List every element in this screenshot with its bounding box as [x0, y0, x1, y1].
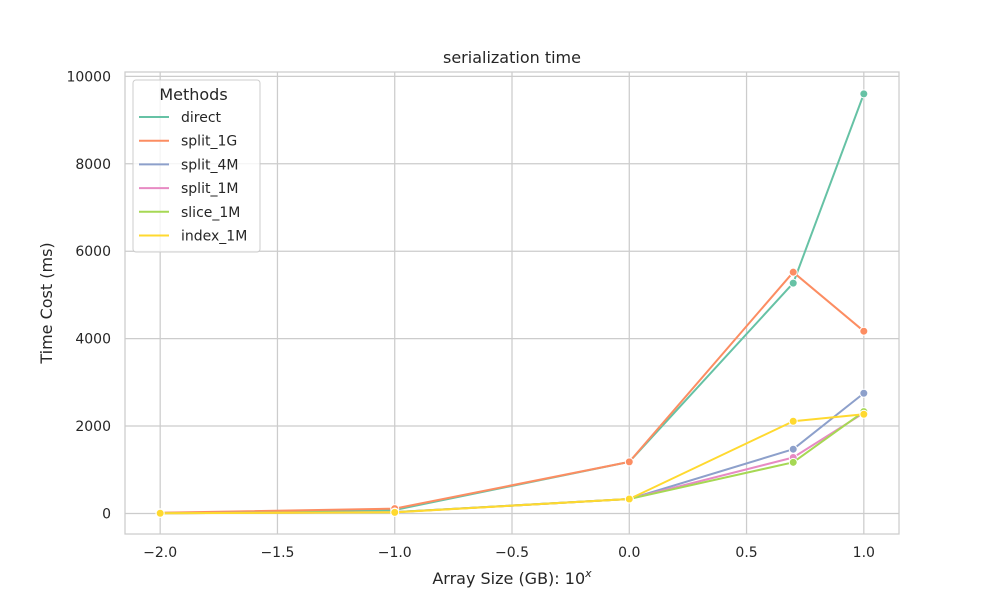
x-tick-label: −2.0 — [143, 545, 177, 561]
series-layer — [155, 89, 869, 518]
x-axis-label-main: Array Size (GB): 10 — [432, 569, 585, 588]
x-tick-label: −1.5 — [260, 545, 294, 561]
legend: Methods direct split_1G split_4M split_1Msli… — [132, 79, 261, 253]
x-axis-label: Array Size (GB): 10x — [432, 567, 592, 588]
legend-label: slice_1M — [181, 205, 240, 221]
series-index_1M — [155, 409, 869, 518]
data-point-index_1M — [859, 409, 869, 419]
x-tick-label: 0.0 — [618, 545, 640, 561]
legend-label: split_1M — [181, 181, 238, 197]
y-tick-label: 6000 — [75, 244, 111, 260]
legend-label: index_1M — [181, 229, 247, 245]
x-tick-label: 0.5 — [735, 545, 757, 561]
data-point-split_4M — [788, 444, 798, 454]
data-point-split_1G — [788, 267, 798, 277]
legend-label: split_1G — [181, 134, 237, 150]
legend-item-split_1G: split_1G — [139, 134, 237, 150]
legend-label: split_4M — [181, 157, 238, 173]
y-tick-label: 4000 — [75, 332, 111, 348]
y-tick-label: 0 — [102, 506, 111, 522]
y-tick-label: 10000 — [66, 69, 111, 85]
data-point-slice_1M — [788, 457, 798, 467]
chart-title: serialization time — [443, 48, 581, 67]
y-axis-label: Time Cost (ms) — [37, 242, 56, 364]
data-point-index_1M — [624, 494, 634, 504]
data-point-index_1M — [788, 416, 798, 426]
y-tick-label: 8000 — [75, 157, 111, 173]
x-axis-label-superscript: x — [584, 567, 592, 580]
legend-label: direct — [181, 110, 222, 126]
legend-box — [132, 79, 261, 253]
x-tick-label: −0.5 — [495, 545, 529, 561]
data-point-index_1M — [155, 508, 165, 518]
legend-title: Methods — [159, 85, 227, 104]
data-point-split_1G — [624, 457, 634, 467]
data-point-split_1G — [859, 326, 869, 336]
data-point-direct — [859, 89, 869, 99]
legend-item-split_1M: split_1M — [139, 181, 238, 197]
grid — [125, 72, 899, 534]
legend-item-index_1M: index_1M — [139, 229, 247, 245]
data-point-index_1M — [390, 507, 400, 517]
axes: −2.0 −1.5 −1.0 −0.5 0.0 0.5 1.0 0 2000 4000 6000 80… — [66, 69, 874, 561]
x-tick-label: 1.0 — [853, 545, 875, 561]
y-tick-label: 2000 — [75, 419, 111, 435]
legend-item-split_4M: split_4M — [139, 157, 238, 173]
legend-item-slice_1M: slice_1M — [139, 205, 240, 221]
data-point-split_4M — [859, 388, 869, 398]
legend-item-direct: direct — [139, 110, 222, 126]
x-tick-label: −1.0 — [378, 545, 412, 561]
data-point-direct — [788, 278, 798, 288]
